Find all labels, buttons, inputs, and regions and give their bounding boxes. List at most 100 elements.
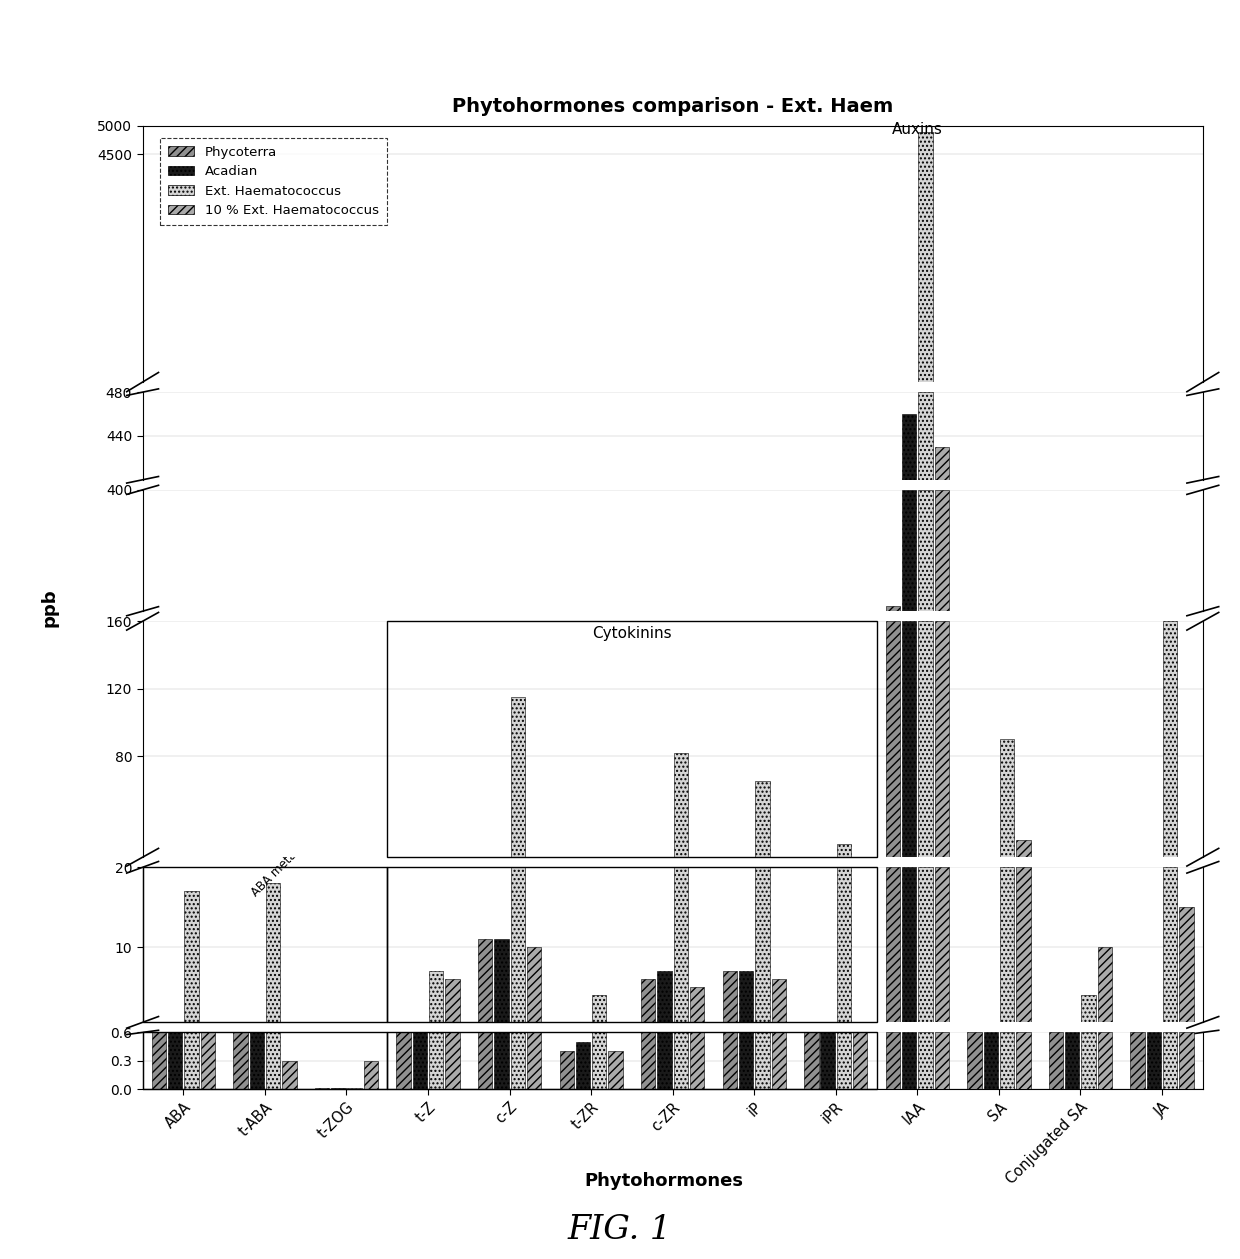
Bar — [511, 1032, 525, 1089]
Bar — [169, 1032, 182, 1089]
Bar — [673, 1032, 688, 1089]
Bar — [143, 867, 387, 1022]
Text: FIG. 1: FIG. 1 — [568, 1215, 672, 1246]
Bar — [771, 1032, 786, 1089]
Text: ppb: ppb — [41, 588, 58, 627]
Bar — [397, 1032, 410, 1089]
Bar — [755, 867, 770, 1022]
Bar — [1097, 947, 1112, 1022]
Bar — [1163, 867, 1177, 1022]
Bar — [477, 1032, 492, 1089]
Bar — [805, 1032, 818, 1089]
Bar — [755, 782, 770, 857]
Bar — [885, 621, 900, 857]
Bar — [935, 867, 949, 1022]
Bar — [919, 392, 932, 480]
Bar — [1017, 1032, 1030, 1089]
Bar — [559, 1051, 574, 1089]
Bar — [689, 987, 704, 1022]
Bar — [901, 867, 916, 1022]
Bar — [185, 891, 198, 1022]
Bar — [445, 980, 460, 1022]
Bar — [201, 1032, 215, 1089]
Bar — [1097, 1032, 1112, 1089]
Bar — [511, 697, 525, 857]
Bar — [901, 1032, 916, 1089]
Bar — [657, 1032, 672, 1089]
Bar — [935, 447, 949, 480]
Bar — [387, 621, 877, 857]
Bar — [1017, 840, 1030, 857]
Bar — [999, 867, 1014, 1022]
Title: Phytohormones comparison - Ext. Haem: Phytohormones comparison - Ext. Haem — [453, 97, 893, 116]
Bar — [837, 867, 851, 1022]
Bar — [495, 1032, 508, 1089]
Bar — [837, 1032, 851, 1089]
Bar — [901, 490, 916, 611]
Bar — [641, 980, 656, 1022]
Bar — [673, 867, 688, 1022]
Bar — [1081, 995, 1096, 1022]
Bar — [837, 844, 851, 857]
Bar — [967, 1032, 982, 1089]
Bar — [363, 1061, 378, 1089]
Bar — [739, 971, 753, 1022]
Bar — [249, 1032, 264, 1089]
Bar — [919, 1032, 932, 1089]
Bar — [723, 971, 737, 1022]
Bar — [185, 1032, 198, 1089]
Bar — [593, 1032, 606, 1089]
Bar — [575, 1042, 590, 1089]
Bar — [919, 132, 932, 381]
Bar — [1179, 1032, 1194, 1089]
Bar — [657, 971, 672, 1022]
Bar — [1179, 908, 1194, 1022]
Bar — [143, 1032, 387, 1089]
Bar — [609, 1051, 622, 1089]
Bar — [429, 971, 444, 1022]
Bar — [527, 947, 541, 1022]
Bar — [901, 414, 916, 480]
Bar — [413, 1032, 427, 1089]
Bar — [885, 606, 900, 611]
Bar — [233, 1032, 248, 1089]
Text: ABA metabolites: ABA metabolites — [248, 821, 327, 899]
Legend: Phycoterra, Acadian, Ext. Haematococcus, 10 % Ext. Haematococcus: Phycoterra, Acadian, Ext. Haematococcus,… — [160, 137, 387, 225]
Bar — [723, 1032, 737, 1089]
Bar — [935, 1032, 949, 1089]
Bar — [919, 490, 932, 611]
Bar — [477, 939, 492, 1022]
Bar — [935, 621, 949, 857]
Bar — [429, 1032, 444, 1089]
Bar — [265, 1032, 280, 1089]
Bar — [265, 884, 280, 1022]
Bar — [673, 753, 688, 857]
Bar — [1049, 1032, 1063, 1089]
Bar — [445, 1032, 460, 1089]
Bar — [771, 980, 786, 1022]
Bar — [387, 867, 877, 1022]
Bar — [1065, 1032, 1080, 1089]
Bar — [495, 939, 508, 1022]
Bar — [853, 1032, 868, 1089]
Bar — [1147, 1032, 1161, 1089]
Text: Cytokinins: Cytokinins — [593, 627, 672, 642]
Bar — [511, 867, 525, 1022]
Bar — [593, 995, 606, 1022]
Bar — [1163, 621, 1177, 857]
Text: Phytohormones: Phytohormones — [584, 1172, 743, 1190]
Bar — [1081, 1032, 1096, 1089]
Bar — [885, 867, 900, 1022]
Bar — [821, 1032, 835, 1089]
Bar — [919, 867, 932, 1022]
Bar — [919, 621, 932, 857]
Bar — [689, 1032, 704, 1089]
Bar — [755, 1032, 770, 1089]
Bar — [983, 1032, 998, 1089]
Bar — [283, 1061, 296, 1089]
Bar — [935, 490, 949, 611]
Text: Auxins: Auxins — [892, 122, 942, 137]
Bar — [387, 1032, 877, 1089]
Bar — [999, 1032, 1014, 1089]
Bar — [739, 1032, 753, 1089]
